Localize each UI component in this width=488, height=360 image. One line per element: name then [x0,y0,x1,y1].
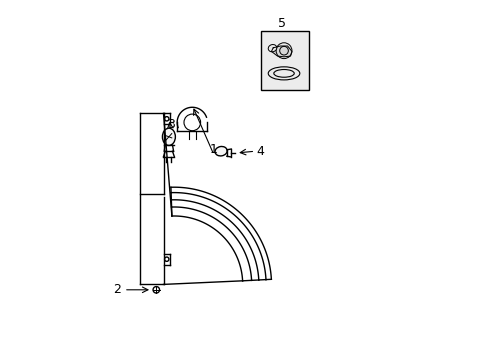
Ellipse shape [162,128,175,145]
Ellipse shape [215,147,227,156]
Text: 2: 2 [113,283,121,296]
Text: 4: 4 [256,145,264,158]
Bar [260,31,309,90]
Text: 5: 5 [278,17,285,30]
Text: 1: 1 [209,143,217,156]
Ellipse shape [268,45,276,52]
Text: 3: 3 [166,118,174,131]
Polygon shape [271,46,291,57]
